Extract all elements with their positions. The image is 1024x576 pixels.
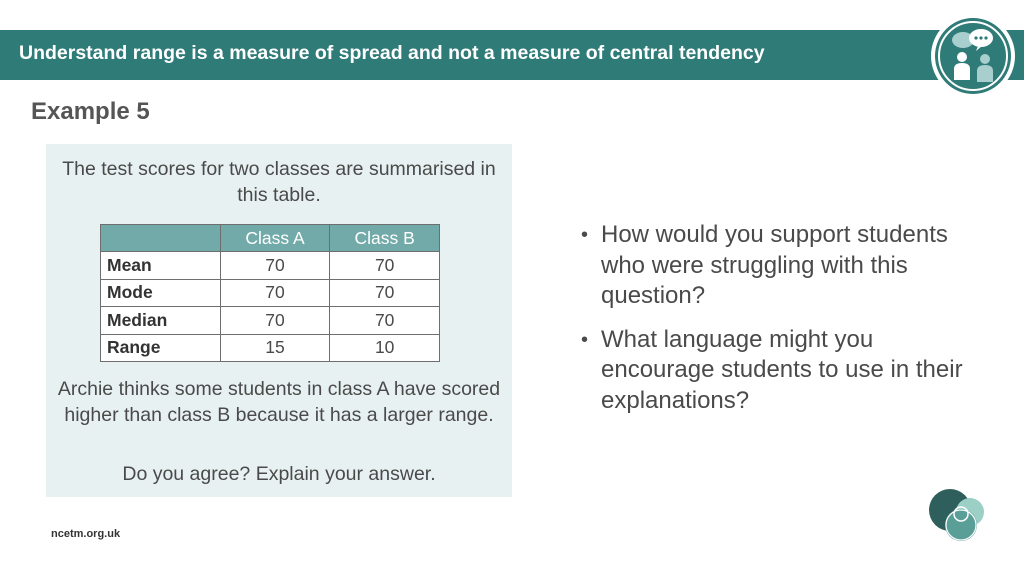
class-b-value: 70 (329, 251, 440, 280)
archie-claim: Archie thinks some students in class A h… (57, 378, 501, 426)
class-a-value: 70 (219, 278, 331, 308)
class-b-value: 10 (329, 333, 440, 362)
footer-url: ncetm.org.uk (51, 528, 121, 540)
question-intro: The test scores for two classes are summ… (62, 158, 496, 206)
class-a-value: 70 (219, 251, 331, 280)
table-header-class-a: Class A (219, 223, 331, 253)
table-row: Median 70 70 (100, 306, 440, 335)
scores-table: Class A Class B Mean 70 70 Mode 70 70 Me… (100, 223, 440, 362)
bullet-icon: • (581, 224, 589, 246)
table-header-row: Class A Class B (100, 223, 440, 253)
table-row: Range 15 10 (100, 333, 440, 362)
prompt-text: How would you support students who were … (601, 221, 948, 309)
list-item: • How would you support students who wer… (578, 220, 978, 312)
list-item: • What language might you encourage stud… (578, 325, 978, 417)
discussion-prompts: • How would you support students who wer… (578, 220, 978, 429)
row-label: Mean (100, 251, 221, 280)
example-heading: Example 5 (31, 98, 150, 125)
slide-title: Understand range is a measure of spread … (19, 42, 765, 64)
bullet-icon: • (581, 328, 589, 351)
row-label: Mode (100, 278, 221, 308)
ncetm-circles-logo (929, 489, 984, 541)
class-b-value: 70 (329, 278, 440, 308)
class-a-value: 15 (219, 333, 331, 362)
header-bar (0, 30, 1024, 80)
table-header-class-b: Class B (329, 223, 440, 253)
row-label: Median (100, 306, 221, 335)
question-task: Do you agree? Explain your answer. (122, 463, 436, 485)
class-b-value: 70 (329, 306, 440, 335)
table-row: Mode 70 70 (100, 278, 440, 308)
row-label: Range (100, 333, 221, 362)
table-row: Mean 70 70 (100, 251, 440, 280)
table-header-blank (100, 223, 221, 253)
prompt-text: What language might you encourage studen… (601, 325, 963, 414)
class-a-value: 70 (219, 306, 331, 335)
discussion-people-icon (931, 14, 1015, 98)
